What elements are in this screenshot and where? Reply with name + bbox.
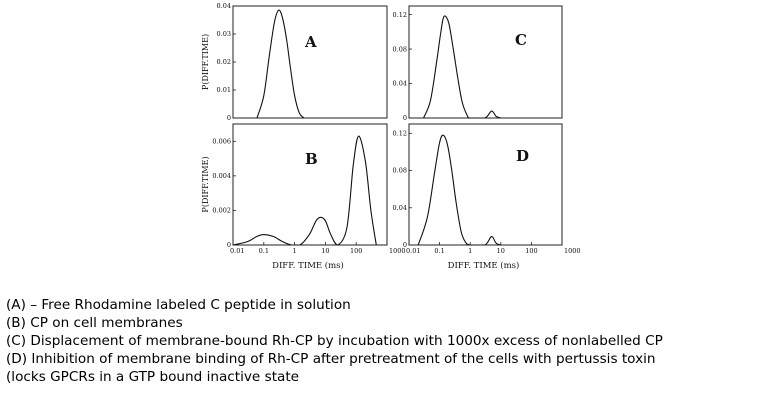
series-line xyxy=(423,15,501,119)
caption-line-b: (B) CP on cell membranes xyxy=(6,315,183,331)
panel-letter: B xyxy=(305,150,318,168)
plot-frame xyxy=(232,123,388,246)
caption-line-d: (D) Inhibition of membrane binding of Rh… xyxy=(6,351,656,367)
y-axis-label: P(DIFF.TIME) xyxy=(201,156,210,212)
series-line xyxy=(256,9,305,119)
y-tick-label: 0 xyxy=(227,241,231,249)
x-axis-label: DIFF. TIME (ms) xyxy=(272,260,344,271)
figure: 0.040.030.020.010AP(DIFF.TIME)0.120.080.… xyxy=(201,2,581,271)
y-tick-label: 0.03 xyxy=(217,30,231,38)
y-tick-label: 0.08 xyxy=(393,167,407,175)
x-tick-label: 0.01 xyxy=(230,247,244,255)
y-tick-label: 0.04 xyxy=(393,80,407,88)
caption-line-a: (A) – Free Rhodamine labeled C peptide i… xyxy=(6,297,351,313)
y-tick-label: 0.02 xyxy=(217,58,231,66)
y-axis-label: P(DIFF.TIME) xyxy=(201,34,210,90)
y-tick-label: 0.002 xyxy=(212,207,231,215)
x-tick-label: 10 xyxy=(497,247,505,255)
x-tick-label: 1 xyxy=(468,247,472,255)
panel-letter: A xyxy=(304,33,317,51)
y-tick-label: 0.12 xyxy=(393,11,407,19)
y-tick-label: 0.04 xyxy=(393,204,407,212)
series-line xyxy=(232,135,377,246)
panel-letter: D xyxy=(516,147,529,165)
x-tick-label: 0.1 xyxy=(259,247,269,255)
caption-line-c: (C) Displacement of membrane-bound Rh-CP… xyxy=(6,333,663,349)
caption: (A) – Free Rhodamine labeled C peptide i… xyxy=(6,296,758,386)
x-tick-label: 10 xyxy=(321,247,329,255)
plot-frame xyxy=(408,123,563,246)
y-tick-label: 0.01 xyxy=(217,86,231,94)
y-tick-label: 0.08 xyxy=(393,45,407,53)
plot-frame xyxy=(232,5,388,119)
y-tick-label: 0.12 xyxy=(393,130,407,138)
x-axis-label: DIFF. TIME (ms) xyxy=(448,260,520,271)
x-tick-label: 1000 xyxy=(389,247,406,255)
y-tick-label: 0.004 xyxy=(212,172,231,180)
panel-a: 0.04 0.03 0.02 0.01 0 A P(DIFF.TIME) xyxy=(201,2,388,122)
y-tick-label: 0 xyxy=(227,114,231,122)
x-tick-label: 1000 xyxy=(564,247,581,255)
x-tick-label: 100 xyxy=(525,247,537,255)
x-tick-label: 1 xyxy=(293,247,297,255)
y-tick-label: 0 xyxy=(403,114,407,122)
panel-letter: C xyxy=(515,31,527,49)
y-tick-label: 0.04 xyxy=(217,2,231,10)
panel-d: 0.12 0.08 0.04 00.01 0.1 1 10 100 1000 D DIFF. TIM… xyxy=(393,123,581,271)
plot-frame xyxy=(408,5,563,119)
y-tick-label: 0.006 xyxy=(212,137,231,145)
x-tick-label: 100 xyxy=(350,247,362,255)
caption-line-e: (locks GPCRs in a GTP bound inactive sta… xyxy=(6,369,300,385)
y-tick-label: 0 xyxy=(403,241,407,249)
x-tick-label: 0.1 xyxy=(434,247,444,255)
series-line xyxy=(417,134,501,246)
x-tick-label: 0.01 xyxy=(406,247,420,255)
panel-c: 0.12 0.08 0.04 0 C xyxy=(393,5,563,122)
